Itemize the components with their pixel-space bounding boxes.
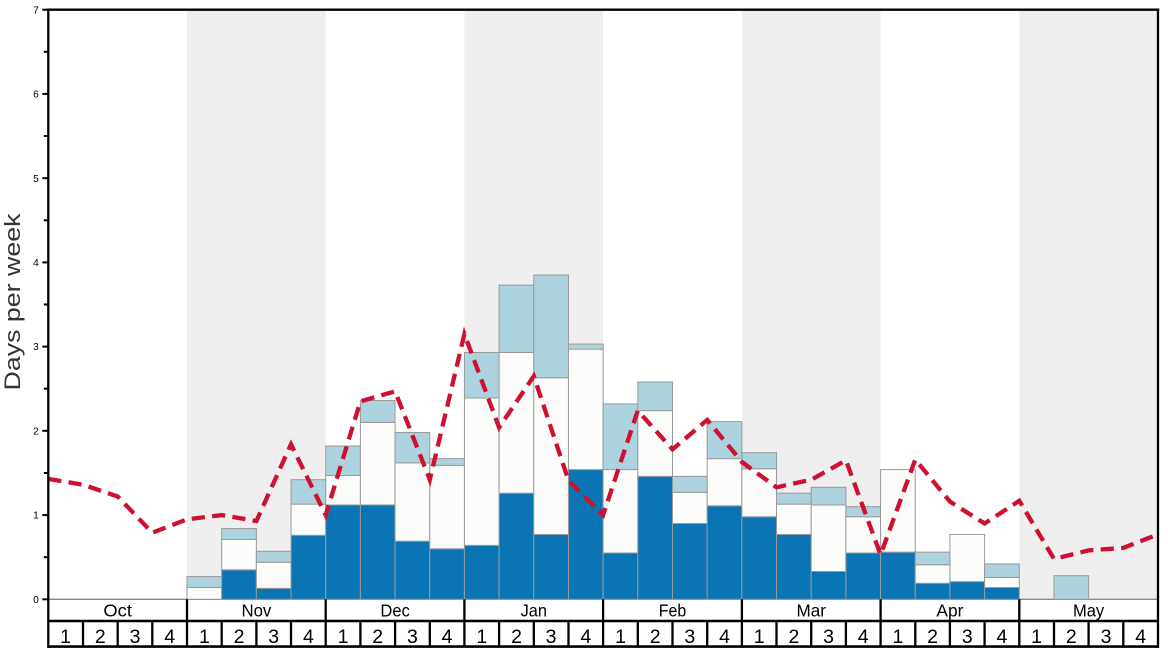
svg-text:2: 2 — [788, 626, 799, 648]
svg-text:2: 2 — [511, 626, 522, 648]
svg-text:2: 2 — [234, 626, 245, 648]
svg-text:3: 3 — [130, 626, 141, 648]
svg-text:4: 4 — [1135, 626, 1146, 648]
svg-text:Feb: Feb — [659, 601, 686, 621]
svg-text:Dec: Dec — [380, 601, 410, 621]
svg-text:4: 4 — [442, 626, 453, 648]
svg-text:3: 3 — [684, 626, 695, 648]
svg-text:4: 4 — [303, 626, 314, 648]
svg-text:4: 4 — [996, 626, 1007, 648]
svg-text:0: 0 — [33, 595, 39, 606]
svg-text:4: 4 — [719, 626, 730, 648]
svg-text:4: 4 — [164, 626, 175, 648]
svg-text:3: 3 — [546, 626, 557, 648]
svg-text:1: 1 — [338, 626, 349, 648]
svg-text:Jan: Jan — [521, 601, 547, 621]
svg-text:4: 4 — [580, 626, 591, 648]
svg-text:1: 1 — [754, 626, 765, 648]
svg-text:1: 1 — [199, 626, 210, 648]
svg-text:May: May — [1073, 601, 1105, 621]
svg-text:6: 6 — [33, 90, 39, 101]
svg-text:1: 1 — [476, 626, 487, 648]
svg-text:1: 1 — [615, 626, 626, 648]
svg-text:2: 2 — [33, 426, 39, 437]
svg-text:Oct: Oct — [103, 601, 132, 621]
svg-text:Apr: Apr — [936, 601, 963, 621]
svg-text:1: 1 — [892, 626, 903, 648]
svg-text:3: 3 — [962, 626, 973, 648]
svg-text:2: 2 — [95, 626, 106, 648]
svg-text:3: 3 — [33, 342, 39, 353]
svg-text:Days per week: Days per week — [0, 212, 25, 390]
svg-text:7: 7 — [33, 5, 39, 16]
svg-text:2: 2 — [650, 626, 661, 648]
svg-text:3: 3 — [823, 626, 834, 648]
svg-text:2: 2 — [1066, 626, 1077, 648]
svg-text:2: 2 — [372, 626, 383, 648]
svg-text:5: 5 — [33, 174, 39, 185]
svg-text:1: 1 — [60, 626, 71, 648]
svg-text:3: 3 — [407, 626, 418, 648]
svg-text:4: 4 — [858, 626, 869, 648]
svg-text:2: 2 — [927, 626, 938, 648]
svg-text:3: 3 — [1101, 626, 1112, 648]
svg-text:4: 4 — [33, 258, 39, 269]
svg-text:1: 1 — [33, 511, 39, 522]
svg-text:Mar: Mar — [797, 601, 827, 621]
svg-text:3: 3 — [268, 626, 279, 648]
svg-text:1: 1 — [1031, 626, 1042, 648]
svg-text:Nov: Nov — [241, 601, 271, 621]
